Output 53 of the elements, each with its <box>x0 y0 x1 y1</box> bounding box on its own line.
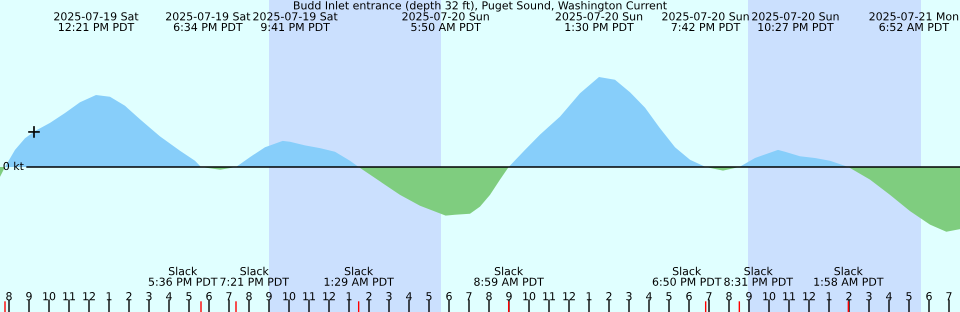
x-tick-label: 12 <box>803 292 815 300</box>
x-tick-label: 5 <box>666 292 672 300</box>
text: Slack 8:59 AM PDT <box>474 266 544 286</box>
text: Slack 6:50 PM PDT <box>652 266 722 286</box>
x-tick-label: 7 <box>946 292 952 300</box>
x-tick-label: 6 <box>926 292 932 300</box>
text: Slack 1:29 AM PDT <box>324 266 394 286</box>
x-tick-label: 6 <box>686 292 692 300</box>
text: 2025-07-20 Sun 10:27 PM PDT <box>752 12 839 32</box>
x-tick-label: 7 <box>706 292 712 300</box>
x-tick-label: 9 <box>266 292 272 300</box>
x-tick-label: 12 <box>323 292 335 300</box>
text: Slack 8:31 PM PDT <box>724 266 794 286</box>
x-tick-label: 5 <box>186 292 192 300</box>
text: 2025-07-20 Sun 5:50 AM PDT <box>402 12 489 32</box>
x-tick-label: 11 <box>783 292 795 300</box>
x-tick-label: 10 <box>763 292 776 300</box>
x-tick-label: 7 <box>466 292 472 300</box>
x-tick-label: 8 <box>6 292 12 300</box>
text: Slack 5:36 PM PDT <box>148 266 218 286</box>
x-tick-label: 4 <box>406 292 412 300</box>
x-tick-label: 12 <box>83 292 95 300</box>
x-tick-label: 8 <box>246 292 252 300</box>
x-tick-label: 5 <box>906 292 912 300</box>
chart-title: Budd Inlet entrance (depth 32 ft), Puget Sound, Washington Current <box>294 1 667 12</box>
x-tick-label: 4 <box>646 292 652 300</box>
text: 2025-07-20 Sun 1:30 PM PDT <box>556 12 642 32</box>
x-tick-label: 6 <box>206 292 212 300</box>
x-tick-label: 11 <box>63 292 75 300</box>
x-tick-label: 8 <box>726 292 732 300</box>
text: 2025-07-20 Sun 7:42 PM PDT <box>662 12 749 31</box>
x-tick-label: 6 <box>446 292 452 300</box>
x-tick-label: 10 <box>283 292 296 300</box>
x-tick-label: 4 <box>886 292 892 300</box>
text: 2025-07-19 Sat 6:34 PM PDT <box>166 12 250 32</box>
x-tick-label: 10 <box>523 292 536 300</box>
x-tick-label: 11 <box>303 292 315 300</box>
text: 2025-07-21 Mon 6:52 AM PDT <box>869 12 958 32</box>
x-tick-label: 10 <box>43 292 56 300</box>
x-tick-label: 5 <box>426 292 432 300</box>
text: Slack 7:21 PM PDT <box>220 266 290 286</box>
text: 2025-07-19 Sat 12:21 PM PDT <box>54 12 138 31</box>
x-tick-label: 11 <box>543 292 555 300</box>
x-tick-label: 9 <box>26 292 32 300</box>
ref-line-label: 0 kt <box>4 162 24 170</box>
x-tick-label: 12 <box>563 292 575 300</box>
x-tick-label: 8 <box>486 292 492 300</box>
x-tick-label: 4 <box>166 292 172 300</box>
text: Slack 1:58 AM PDT <box>814 266 884 286</box>
x-tick-label: 7 <box>226 292 232 300</box>
text: 2025-07-19 Sat 9:41 PM PDT <box>253 12 338 32</box>
x-tick-label: 9 <box>506 292 512 300</box>
x-tick-label: 9 <box>746 292 752 300</box>
